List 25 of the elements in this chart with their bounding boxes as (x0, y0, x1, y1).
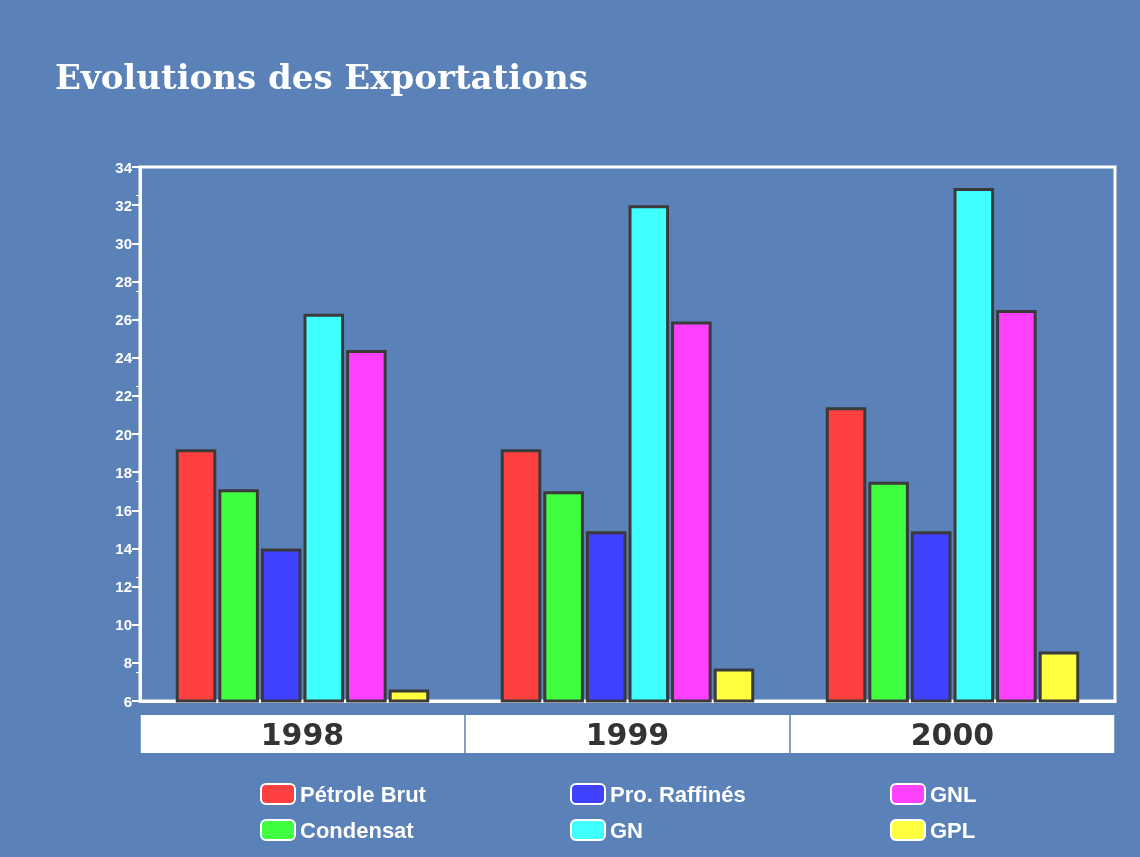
legend-label: GPL (930, 817, 976, 843)
legend-label: GN (610, 817, 643, 843)
y-tick-label: 28 (115, 272, 132, 290)
y-tick-label: 22 (115, 387, 132, 405)
y-tick-label: 16 (115, 501, 132, 519)
y-tick-label: 6 (123, 692, 132, 710)
legend-label: GNL (930, 781, 977, 807)
y-tick-label: 10 (115, 616, 132, 634)
legend-label: Pétrole Brut (300, 781, 427, 807)
y-tick-label: 30 (115, 234, 132, 252)
y-tick-label: 26 (115, 311, 132, 329)
y-tick-label: 20 (115, 425, 132, 443)
chart-title: Evolutions des Exportations (55, 57, 588, 97)
y-tick-label: 12 (115, 578, 132, 596)
y-tick-label: 8 (123, 654, 132, 672)
x-tick-label: 1999 (585, 716, 670, 752)
y-tick-label: 24 (115, 349, 133, 367)
y-tick-label: 14 (115, 539, 133, 557)
y-tick-label: 18 (115, 463, 132, 481)
legend-label: Condensat (300, 817, 415, 843)
x-tick-label: 1998 (260, 716, 345, 752)
y-tick-label: 34 (115, 158, 133, 176)
x-tick-label: 2000 (910, 716, 995, 752)
legend-label: Pro. Raffinés (610, 781, 746, 807)
y-tick-label: 32 (115, 196, 132, 214)
